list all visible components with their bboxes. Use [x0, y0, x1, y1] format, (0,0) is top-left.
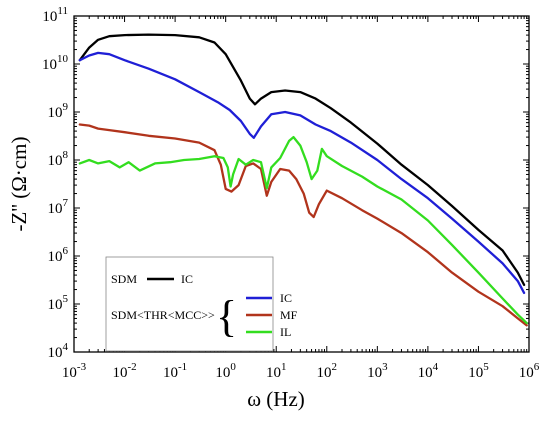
y-tick-label: 104: [48, 341, 69, 361]
series-layer: [78, 33, 528, 327]
y-tick-label: 105: [48, 293, 69, 313]
legend: SDM IC SDM<THR<MCC>> { IC MF IL: [105, 256, 298, 352]
y-tick-label: 106: [48, 245, 69, 265]
axis-ticks: 10-3 10-2 10-1 100 101 102 103 104 105 106 104 105 1…: [42, 5, 540, 381]
x-tick-label: 106: [519, 361, 540, 381]
x-tick-label: 101: [266, 361, 287, 381]
legend-box: [105, 256, 274, 352]
x-axis-title: ω (Hz): [247, 387, 305, 411]
series-line-3: [78, 135, 528, 325]
series-line-2: [78, 123, 528, 327]
y-axis-title: -Z'' (Ω·cm): [7, 137, 31, 232]
x-tick-label: 10-3: [62, 361, 87, 381]
x-tick-label: 105: [468, 361, 489, 381]
y-tick-label: 1010: [42, 53, 69, 73]
x-tick-label: 102: [317, 361, 338, 381]
x-tick-label: 104: [418, 361, 439, 381]
y-tick-label: 108: [48, 149, 69, 169]
legend-group1-label: SDM: [111, 272, 137, 286]
x-tick-label: 10-2: [112, 361, 136, 381]
plot-frame: [73, 15, 530, 353]
legend-label-ic: IC: [280, 291, 292, 305]
legend-group2-label: SDM<THR<MCC>>: [111, 308, 215, 322]
series-line-1: [78, 51, 526, 295]
x-tick-label: 100: [215, 361, 236, 381]
legend-label-sdm-ic: IC: [181, 272, 193, 286]
x-tick-label: 10-1: [163, 361, 187, 381]
y-tick-label: 107: [48, 197, 69, 217]
x-tick-label: 103: [367, 361, 388, 381]
legend-brace: {: [216, 292, 237, 341]
y-tick-label: 1011: [42, 5, 68, 25]
y-tick-label: 109: [48, 101, 69, 121]
series-line-0: [78, 33, 526, 287]
legend-label-mf: MF: [280, 308, 298, 322]
legend-label-il: IL: [280, 325, 291, 339]
